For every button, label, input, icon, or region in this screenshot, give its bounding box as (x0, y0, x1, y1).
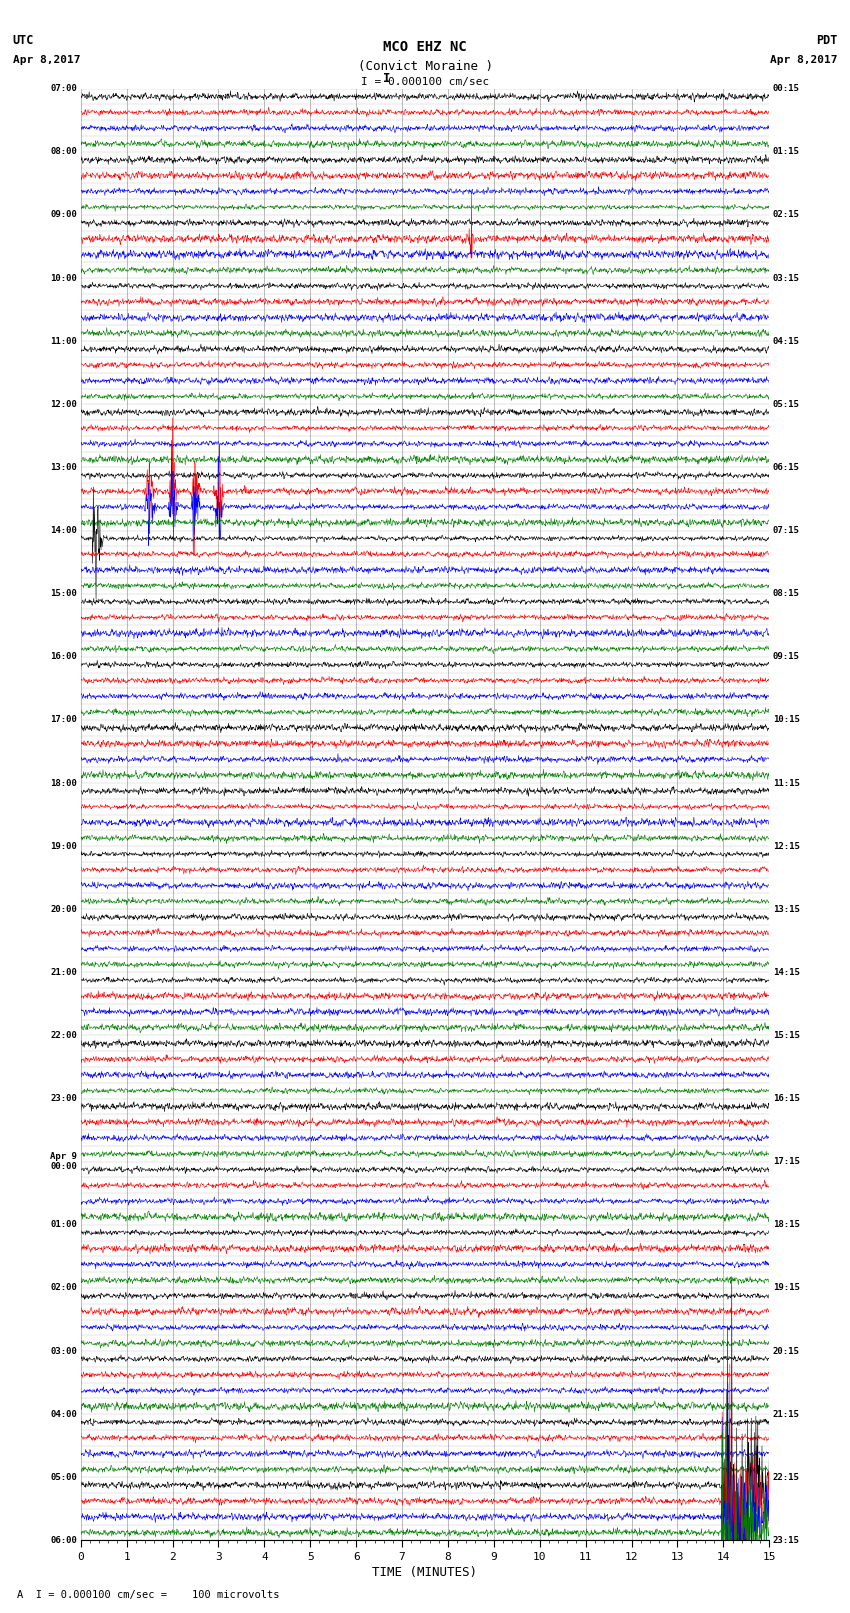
Text: 21:15: 21:15 (773, 1410, 800, 1419)
Text: 07:00: 07:00 (50, 84, 77, 94)
Text: 09:00: 09:00 (50, 210, 77, 219)
Text: 11:00: 11:00 (50, 337, 77, 345)
Text: 17:00: 17:00 (50, 716, 77, 724)
Text: Apr 8,2017: Apr 8,2017 (13, 55, 80, 65)
Text: (Convict Moraine ): (Convict Moraine ) (358, 60, 492, 73)
Text: 13:15: 13:15 (773, 905, 800, 913)
Text: 05:15: 05:15 (773, 400, 800, 408)
Text: PDT: PDT (816, 34, 837, 47)
Text: 16:00: 16:00 (50, 652, 77, 661)
Text: 23:15: 23:15 (773, 1536, 800, 1545)
Text: 22:00: 22:00 (50, 1031, 77, 1040)
Text: 17:15: 17:15 (773, 1157, 800, 1166)
Text: 16:15: 16:15 (773, 1094, 800, 1103)
Text: Apr 9
00:00: Apr 9 00:00 (50, 1152, 77, 1171)
Text: 19:15: 19:15 (773, 1284, 800, 1292)
Text: 18:00: 18:00 (50, 779, 77, 787)
Text: 01:15: 01:15 (773, 147, 800, 156)
Text: 04:00: 04:00 (50, 1410, 77, 1419)
Text: 01:00: 01:00 (50, 1221, 77, 1229)
Text: 21:00: 21:00 (50, 968, 77, 977)
Text: 15:15: 15:15 (773, 1031, 800, 1040)
Text: 03:00: 03:00 (50, 1347, 77, 1355)
Text: Apr 8,2017: Apr 8,2017 (770, 55, 837, 65)
Text: 06:00: 06:00 (50, 1536, 77, 1545)
Text: 05:00: 05:00 (50, 1473, 77, 1482)
Text: 04:15: 04:15 (773, 337, 800, 345)
Text: 13:00: 13:00 (50, 463, 77, 473)
Text: 18:15: 18:15 (773, 1221, 800, 1229)
Text: 06:15: 06:15 (773, 463, 800, 473)
Text: 22:15: 22:15 (773, 1473, 800, 1482)
Text: UTC: UTC (13, 34, 34, 47)
Text: MCO EHZ NC: MCO EHZ NC (383, 40, 467, 53)
Text: 15:00: 15:00 (50, 589, 77, 598)
Text: 12:15: 12:15 (773, 842, 800, 850)
X-axis label: TIME (MINUTES): TIME (MINUTES) (372, 1566, 478, 1579)
Text: A  I = 0.000100 cm/sec =    100 microvolts: A I = 0.000100 cm/sec = 100 microvolts (17, 1590, 280, 1600)
Text: 23:00: 23:00 (50, 1094, 77, 1103)
Text: 14:00: 14:00 (50, 526, 77, 536)
Text: 20:15: 20:15 (773, 1347, 800, 1355)
Text: 09:15: 09:15 (773, 652, 800, 661)
Text: I = 0.000100 cm/sec: I = 0.000100 cm/sec (361, 77, 489, 87)
Text: 10:00: 10:00 (50, 274, 77, 282)
Text: 08:15: 08:15 (773, 589, 800, 598)
Text: 08:00: 08:00 (50, 147, 77, 156)
Text: 12:00: 12:00 (50, 400, 77, 408)
Text: 07:15: 07:15 (773, 526, 800, 536)
Text: 10:15: 10:15 (773, 716, 800, 724)
Text: 11:15: 11:15 (773, 779, 800, 787)
Text: 20:00: 20:00 (50, 905, 77, 913)
Text: 02:15: 02:15 (773, 210, 800, 219)
Text: 14:15: 14:15 (773, 968, 800, 977)
Text: I: I (383, 71, 390, 84)
Text: 03:15: 03:15 (773, 274, 800, 282)
Text: 19:00: 19:00 (50, 842, 77, 850)
Text: 00:15: 00:15 (773, 84, 800, 94)
Text: 02:00: 02:00 (50, 1284, 77, 1292)
